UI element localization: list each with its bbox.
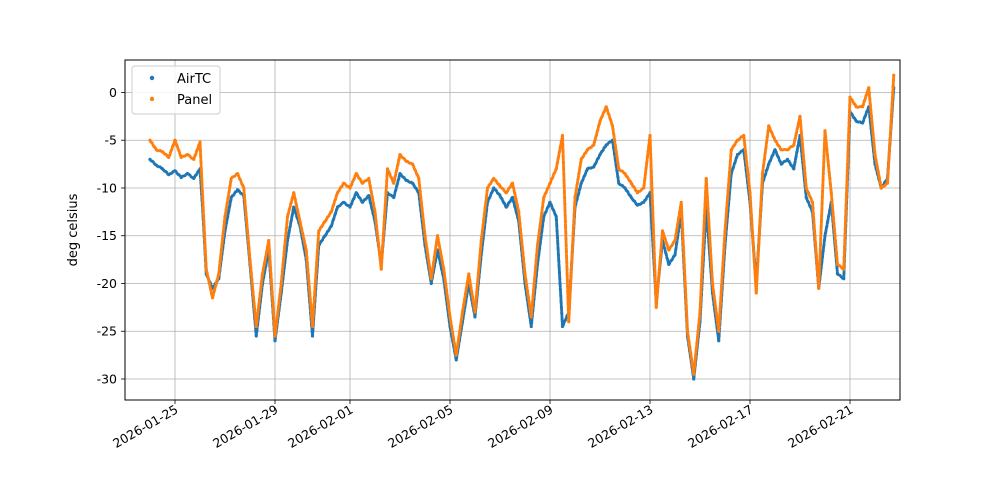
- airtc-point: [555, 232, 559, 236]
- airtc-point: [555, 225, 559, 229]
- airtc-point: [558, 278, 562, 282]
- airtc-point: [557, 254, 561, 258]
- airtc-point: [286, 234, 290, 238]
- airtc-point: [254, 333, 258, 337]
- data-points: [148, 73, 896, 381]
- airtc-point: [557, 260, 561, 264]
- airtc-point: [430, 280, 434, 284]
- airtc-point: [285, 242, 289, 246]
- airtc-point: [557, 267, 561, 271]
- airtc-point: [541, 223, 545, 227]
- airtc-point: [559, 302, 563, 306]
- airtc-point: [556, 236, 560, 240]
- airtc-point: [311, 333, 315, 337]
- airtc-point: [556, 250, 560, 254]
- airtc-point: [538, 246, 542, 250]
- airtc-point: [226, 214, 230, 218]
- airtc-point: [555, 219, 559, 223]
- airtc-point: [539, 240, 543, 244]
- airtc-point: [289, 218, 293, 222]
- airtc-point: [556, 243, 560, 247]
- airtc-point: [560, 308, 564, 312]
- airtc-point: [559, 295, 563, 299]
- airtc-point: [560, 313, 564, 317]
- airtc-point: [558, 284, 562, 288]
